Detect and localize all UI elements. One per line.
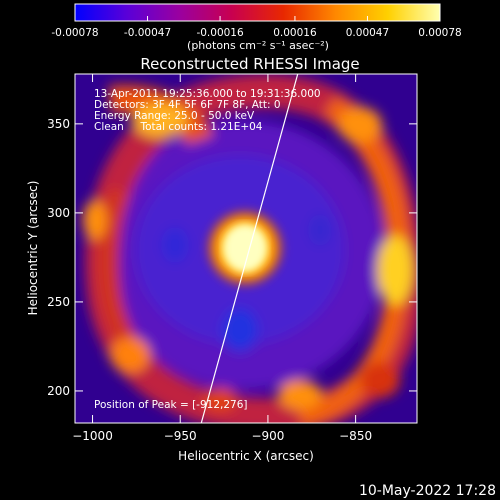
colorbar-tick-label: -0.00047 [124, 27, 171, 39]
x-tick-label: −950 [164, 429, 197, 443]
x-axis-label: Heliocentric X (arcsec) [178, 449, 314, 463]
y-axis-label: Heliocentric Y (arcsec) [26, 181, 40, 316]
timestamp: 10-May-2022 17:28 [359, 483, 496, 499]
x-tick-label: −850 [339, 429, 372, 443]
annotation-detectors: Detectors: 3F 4F 5F 6F 7F 8F, Att: 0 [94, 99, 281, 111]
heatmap-image [75, 74, 417, 423]
peak-position-label: Position of Peak = [-912,276] [94, 399, 248, 411]
annotation-time-range: 13-Apr-2011 19:25:36.000 to 19:31:36.000 [94, 88, 321, 100]
y-tick-label: 200 [47, 384, 70, 398]
solar-limb-line [200, 74, 299, 423]
y-tick-label: 300 [47, 206, 70, 220]
x-axis: −1000 −950 −900 −850 [72, 74, 372, 443]
colorbar-tick-label: 0.00078 [418, 27, 461, 39]
colorbar-unit-label: (photons cm⁻² s⁻¹ asec⁻²) [187, 39, 329, 52]
colorbar-ticks: -0.00078 -0.00047 -0.00016 0.00016 0.00047 0.… [51, 16, 462, 39]
y-axis: 200 250 300 350 [47, 117, 417, 398]
x-tick-label: −1000 [72, 429, 113, 443]
y-tick-label: 250 [47, 295, 70, 309]
colorbar-tick-label: 0.00047 [346, 27, 389, 39]
colorbar-tick-label: 0.00016 [273, 27, 317, 39]
plot-frame [74, 73, 418, 424]
x-tick-label: −900 [251, 429, 284, 443]
y-tick-label: 350 [47, 117, 70, 131]
chart-title: Reconstructed RHESSI Image [140, 55, 359, 73]
colorbar-tick-label: -0.00078 [51, 27, 98, 39]
colorbar-tick-label: -0.00016 [196, 27, 244, 39]
colorbar [74, 3, 441, 22]
annotation-clean-counts: Clean Total counts: 1.21E+04 [94, 121, 263, 133]
annotation-energy-range: Energy Range: 25.0 - 50.0 keV [94, 110, 255, 122]
